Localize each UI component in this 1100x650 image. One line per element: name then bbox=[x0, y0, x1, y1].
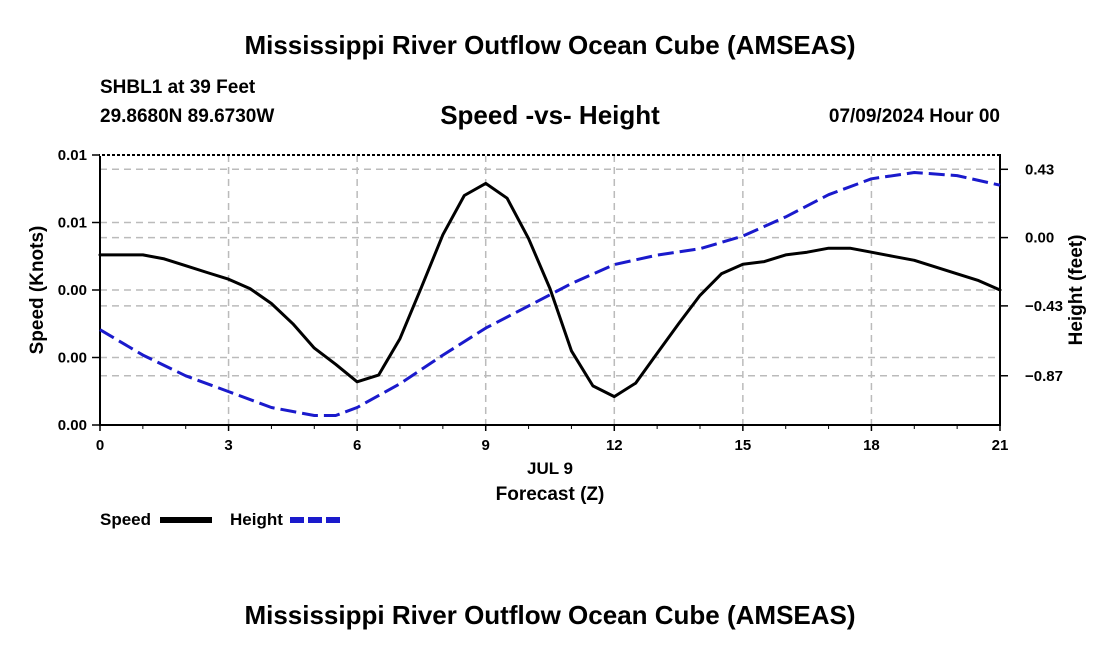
left-y-tick-label: 0.00 bbox=[58, 282, 87, 299]
x-tick-label: 9 bbox=[482, 437, 490, 454]
left-y-tick-label: 0.00 bbox=[58, 417, 87, 434]
y-axis-left-label: Speed (Knots) bbox=[27, 226, 48, 355]
series-lines bbox=[98, 171, 1002, 417]
chart-title: Mississippi River Outflow Ocean Cube (AM… bbox=[244, 30, 856, 60]
chart-subtitle: Speed -vs- Height bbox=[440, 100, 660, 130]
footer-title: Mississippi River Outflow Ocean Cube (AM… bbox=[244, 600, 856, 630]
right-y-tick-label: 0.43 bbox=[1025, 161, 1054, 178]
x-date-label: JUL 9 bbox=[527, 459, 573, 478]
x-axis-label: Forecast (Z) bbox=[496, 484, 605, 505]
x-tick-label: 18 bbox=[863, 437, 880, 454]
left-y-tick-label: 0.01 bbox=[58, 215, 87, 232]
left-y-tick-label: 0.00 bbox=[58, 350, 87, 367]
right-y-tick-label: 0.00 bbox=[1025, 230, 1054, 247]
legend-speed-label: Speed bbox=[100, 510, 151, 529]
left-y-tick-label: 0.01 bbox=[58, 147, 87, 164]
y-axis-right-label: Height (feet) bbox=[1066, 235, 1087, 346]
station-label: SHBL1 at 39 Feet bbox=[100, 77, 256, 98]
right-y-tick-label: −0.87 bbox=[1025, 368, 1063, 385]
forecast-datetime: 07/09/2024 Hour 00 bbox=[828, 106, 1000, 127]
x-tick-label: 12 bbox=[606, 437, 623, 454]
right-y-tick-label: −0.43 bbox=[1025, 298, 1063, 315]
x-tick-label: 0 bbox=[96, 437, 104, 454]
x-tick-label: 21 bbox=[992, 437, 1009, 454]
x-tick-label: 15 bbox=[735, 437, 752, 454]
station-coords: 29.8680N 89.6730W bbox=[100, 106, 275, 127]
x-tick-label: 6 bbox=[353, 437, 361, 454]
legend-height-label: Height bbox=[230, 510, 283, 529]
x-tick-label: 3 bbox=[224, 437, 232, 454]
axis-ticks: 0 3 6 9 12 15 18 21 0.00 0.00 0.00 0.01 0.01 −0.87 −0.… bbox=[58, 147, 1063, 454]
height-series-line bbox=[99, 171, 1001, 417]
speed-series-line bbox=[98, 181, 1002, 399]
